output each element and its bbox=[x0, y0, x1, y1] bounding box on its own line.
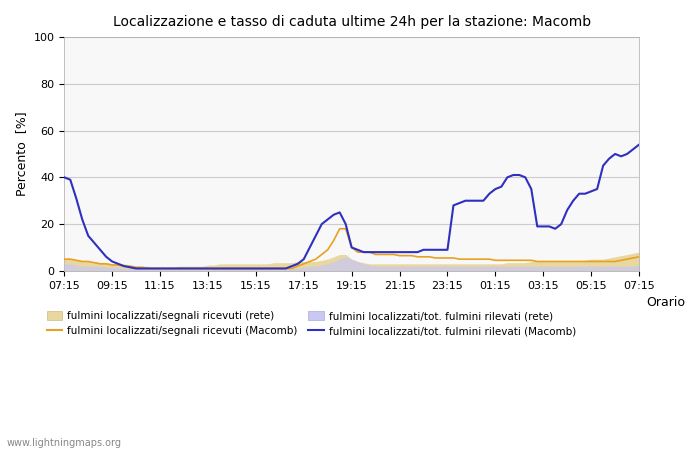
Legend: fulmini localizzati/segnali ricevuti (rete), fulmini localizzati/segnali ricevut: fulmini localizzati/segnali ricevuti (re… bbox=[43, 307, 580, 340]
Text: www.lightningmaps.org: www.lightningmaps.org bbox=[7, 438, 122, 448]
Title: Localizzazione e tasso di caduta ultime 24h per la stazione: Macomb: Localizzazione e tasso di caduta ultime … bbox=[113, 15, 591, 29]
Y-axis label: Percento  [%]: Percento [%] bbox=[15, 112, 28, 196]
Text: Orario: Orario bbox=[646, 296, 685, 309]
